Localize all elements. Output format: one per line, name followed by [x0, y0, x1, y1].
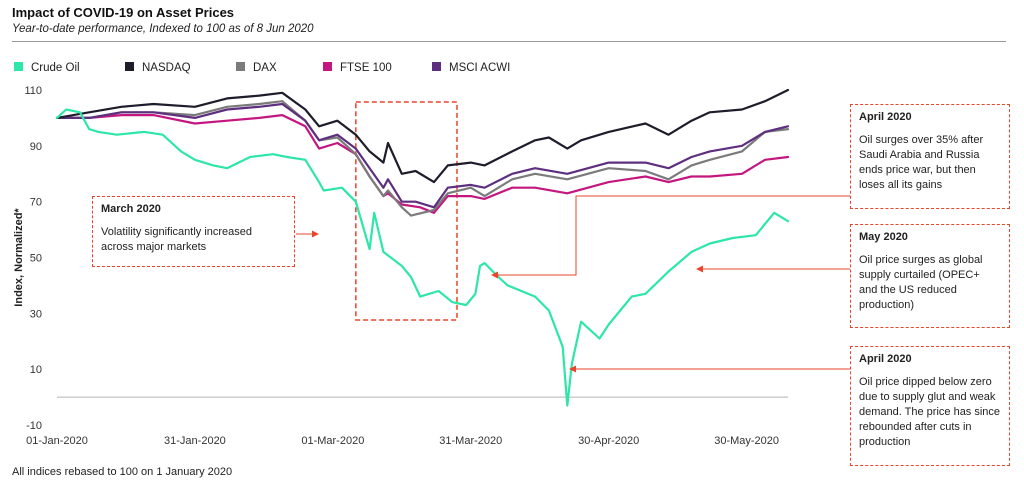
- x-tick-label: 30-Apr-2020: [578, 435, 639, 447]
- series-line-ftse-100: [55, 113, 790, 214]
- annotation-april-negative-title: April 2020: [859, 353, 912, 365]
- annotation-april-negative: April 2020 Oil price dipped below zero d…: [850, 346, 1010, 466]
- x-tick-label: 01-Jan-2020: [26, 435, 88, 447]
- annotation-march-title: March 2020: [101, 203, 161, 215]
- legend-label-dax: DAX: [253, 62, 277, 74]
- y-axis-title: Index, Normalized*: [13, 208, 25, 307]
- annotation-april-surge: April 2020 Oil surges over 35% after Sau…: [850, 104, 1010, 209]
- series-line-nasdaq: [55, 88, 790, 184]
- legend-swatch-ftse-100: [323, 62, 332, 71]
- x-tick-label: 31-Mar-2020: [439, 435, 502, 447]
- x-tick-label: 01-Mar-2020: [301, 435, 364, 447]
- legend-label-nasdaq: NASDAQ: [142, 62, 191, 74]
- y-tick-label: 110: [24, 85, 42, 97]
- annotation-march-text: Volatility significantly increased acros…: [101, 226, 253, 253]
- y-tick-label: 30: [30, 308, 42, 320]
- chart-title: Impact of COVID-19 on Asset Prices: [12, 5, 235, 20]
- annotation-may-text: Oil price surges as global supply curtai…: [859, 254, 983, 311]
- y-tick-label: 50: [30, 253, 42, 265]
- legend-label-ftse-100: FTSE 100: [340, 62, 392, 74]
- y-tick-label: -10: [26, 420, 42, 432]
- legend-swatch-crude-oil: [14, 62, 23, 71]
- march-volatility-highlight: [355, 101, 458, 321]
- annotation-march: March 2020 Volatility significantly incr…: [92, 196, 295, 267]
- legend-swatch-nasdaq: [125, 62, 134, 71]
- legend-label-msci-acwi: MSCI ACWI: [449, 62, 510, 74]
- y-tick-label: 10: [30, 364, 42, 376]
- x-tick-label: 30-May-2020: [714, 435, 779, 447]
- annotation-april-negative-text: Oil price dipped below zero due to suppl…: [859, 376, 1001, 448]
- y-tick-label: 70: [30, 197, 42, 209]
- legend-swatch-dax: [236, 62, 245, 71]
- series-line-crude-oil: [55, 108, 790, 407]
- arrow-april-surge: [491, 195, 850, 279]
- annotation-april-surge-text: Oil surges over 35% after Saudi Arabia a…: [859, 134, 984, 191]
- series-line-dax: [55, 100, 790, 217]
- header-divider: [12, 41, 1006, 42]
- chart-subtitle: Year-to-date performance, Indexed to 100…: [12, 23, 314, 35]
- x-tick-label: 31-Jan-2020: [164, 435, 226, 447]
- annotation-may-title: May 2020: [859, 231, 908, 243]
- footnote: All indices rebased to 100 on 1 January …: [12, 466, 233, 478]
- legend-label-crude-oil: Crude Oil: [31, 62, 80, 74]
- annotation-may: May 2020 Oil price surges as global supp…: [850, 224, 1010, 328]
- legend-swatch-msci-acwi: [432, 62, 441, 71]
- annotation-april-surge-title: April 2020: [859, 111, 912, 123]
- y-tick-label: 90: [30, 141, 42, 153]
- series-line-msci-acwi: [55, 102, 790, 209]
